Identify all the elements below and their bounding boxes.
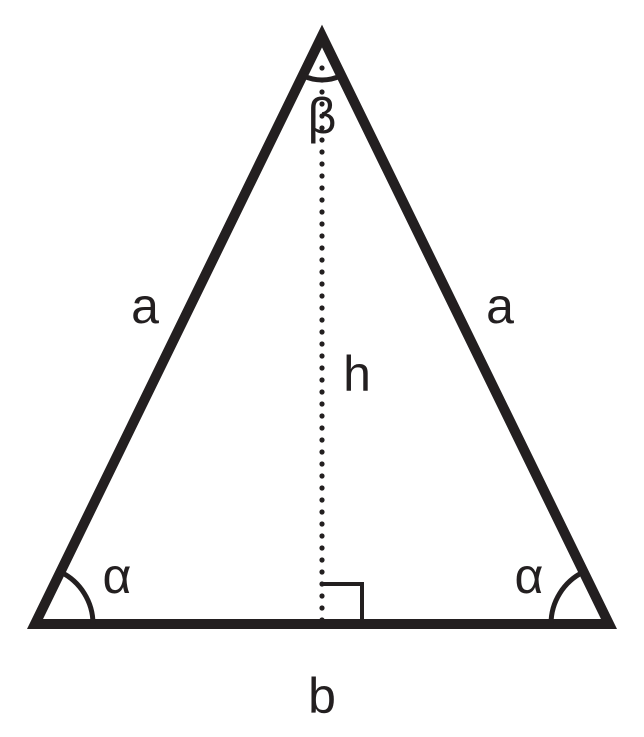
label-apex-angle: β [308, 88, 337, 144]
label-right-angle: α [515, 548, 544, 604]
label-side-right: a [486, 278, 514, 334]
label-height: h [343, 346, 371, 402]
label-side-left: a [131, 278, 159, 334]
label-left-angle: α [103, 548, 132, 604]
isosceles-triangle-diagram: a a h β α α b [0, 0, 644, 737]
label-base: b [308, 668, 336, 724]
